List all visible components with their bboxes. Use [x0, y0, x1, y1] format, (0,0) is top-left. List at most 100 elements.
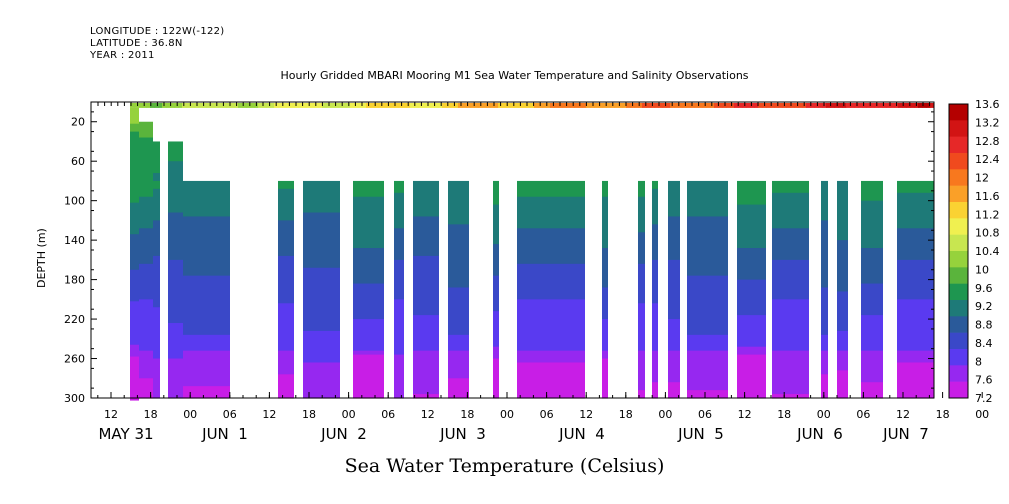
data-cell: [153, 216, 160, 221]
data-cell: [837, 287, 848, 293]
data-cell: [146, 102, 151, 108]
data-cell: [168, 386, 183, 391]
data-cell: [638, 279, 645, 285]
data-cell: [594, 102, 599, 108]
data-cell: [413, 279, 439, 285]
data-cell: [897, 354, 934, 360]
data-cell: [153, 228, 160, 233]
data-cell: [772, 299, 809, 304]
data-cell: [517, 216, 585, 221]
data-cell: [602, 232, 608, 237]
data-cell: [153, 145, 160, 150]
data-cell: [278, 342, 294, 348]
data-cell: [413, 251, 439, 257]
data-cell: [821, 240, 828, 245]
data-cell: [821, 350, 828, 356]
data-cell: [303, 354, 340, 360]
data-cell: [130, 147, 139, 152]
data-cell: [837, 204, 848, 210]
data-cell: [353, 267, 384, 273]
data-cell: [602, 299, 608, 304]
data-cell: [183, 323, 230, 328]
data-cell: [448, 228, 469, 233]
data-cell: [398, 102, 403, 108]
data-cell: [130, 214, 139, 220]
data-cell: [394, 382, 404, 387]
data-cell: [668, 216, 680, 221]
data-cell: [286, 102, 291, 108]
data-cell: [517, 192, 585, 198]
data-cell: [687, 382, 728, 387]
data-cell: [638, 248, 645, 253]
data-cell: [168, 161, 183, 166]
data-cell: [278, 228, 294, 233]
data-cell: [668, 330, 680, 336]
data-cell: [687, 220, 728, 225]
data-cell: [586, 102, 591, 108]
data-cell: [638, 330, 645, 336]
data-cell: [602, 208, 608, 214]
data-cell: [353, 240, 384, 245]
data-cell: [861, 382, 883, 387]
data-cell: [837, 358, 848, 364]
data-cell: [448, 240, 469, 245]
data-cell: [303, 224, 340, 229]
data-cell: [602, 267, 608, 273]
data-cell: [837, 212, 848, 218]
data-cell: [687, 315, 728, 320]
data-cell: [130, 380, 139, 385]
colorbar-swatch: [949, 349, 968, 366]
data-cell: [493, 326, 499, 332]
data-cell: [861, 299, 883, 304]
data-cell: [139, 212, 153, 218]
data-cell: [303, 307, 340, 312]
data-cell: [898, 102, 903, 108]
x-tick-label: 18: [460, 408, 474, 421]
data-cell: [139, 176, 153, 182]
data-cell: [448, 251, 469, 257]
data-cell: [652, 366, 658, 371]
data-cell: [353, 394, 384, 399]
data-cell: [353, 208, 384, 214]
colorbar-label: 12.4: [975, 153, 1000, 166]
data-cell: [737, 338, 766, 344]
data-cell: [394, 188, 404, 194]
data-cell: [153, 157, 160, 162]
data-cell: [130, 178, 139, 184]
data-cell: [687, 263, 728, 269]
data-cell: [183, 271, 230, 277]
data-cell: [737, 366, 766, 371]
data-cell: [183, 295, 230, 300]
data-cell: [687, 275, 728, 281]
data-cell: [448, 323, 469, 328]
data-cell: [678, 102, 683, 108]
data-cell: [602, 244, 608, 249]
data-cell: [652, 228, 658, 233]
data-cell: [837, 370, 848, 375]
data-cell: [737, 251, 766, 257]
data-cell: [153, 263, 160, 269]
data-cell: [821, 374, 828, 379]
data-cell: [353, 244, 384, 249]
data-cell: [737, 259, 766, 265]
data-cell: [448, 346, 469, 352]
data-cell: [772, 326, 809, 332]
data-cell: [786, 102, 791, 108]
data-cell: [278, 271, 294, 277]
data-cell: [130, 246, 139, 251]
data-cell: [737, 291, 766, 296]
data-cell: [897, 334, 934, 340]
data-cell: [530, 102, 535, 108]
data-cell: [153, 180, 160, 186]
data-cell: [413, 240, 439, 245]
data-cell: [278, 299, 294, 304]
data-cell: [737, 303, 766, 308]
data-cell: [668, 366, 680, 371]
data-cell: [737, 394, 766, 399]
data-cell: [687, 303, 728, 308]
data-cell: [652, 192, 658, 198]
data-cell: [830, 102, 835, 108]
data-cell: [168, 319, 183, 324]
data-cell: [772, 311, 809, 316]
data-cell: [687, 378, 728, 383]
